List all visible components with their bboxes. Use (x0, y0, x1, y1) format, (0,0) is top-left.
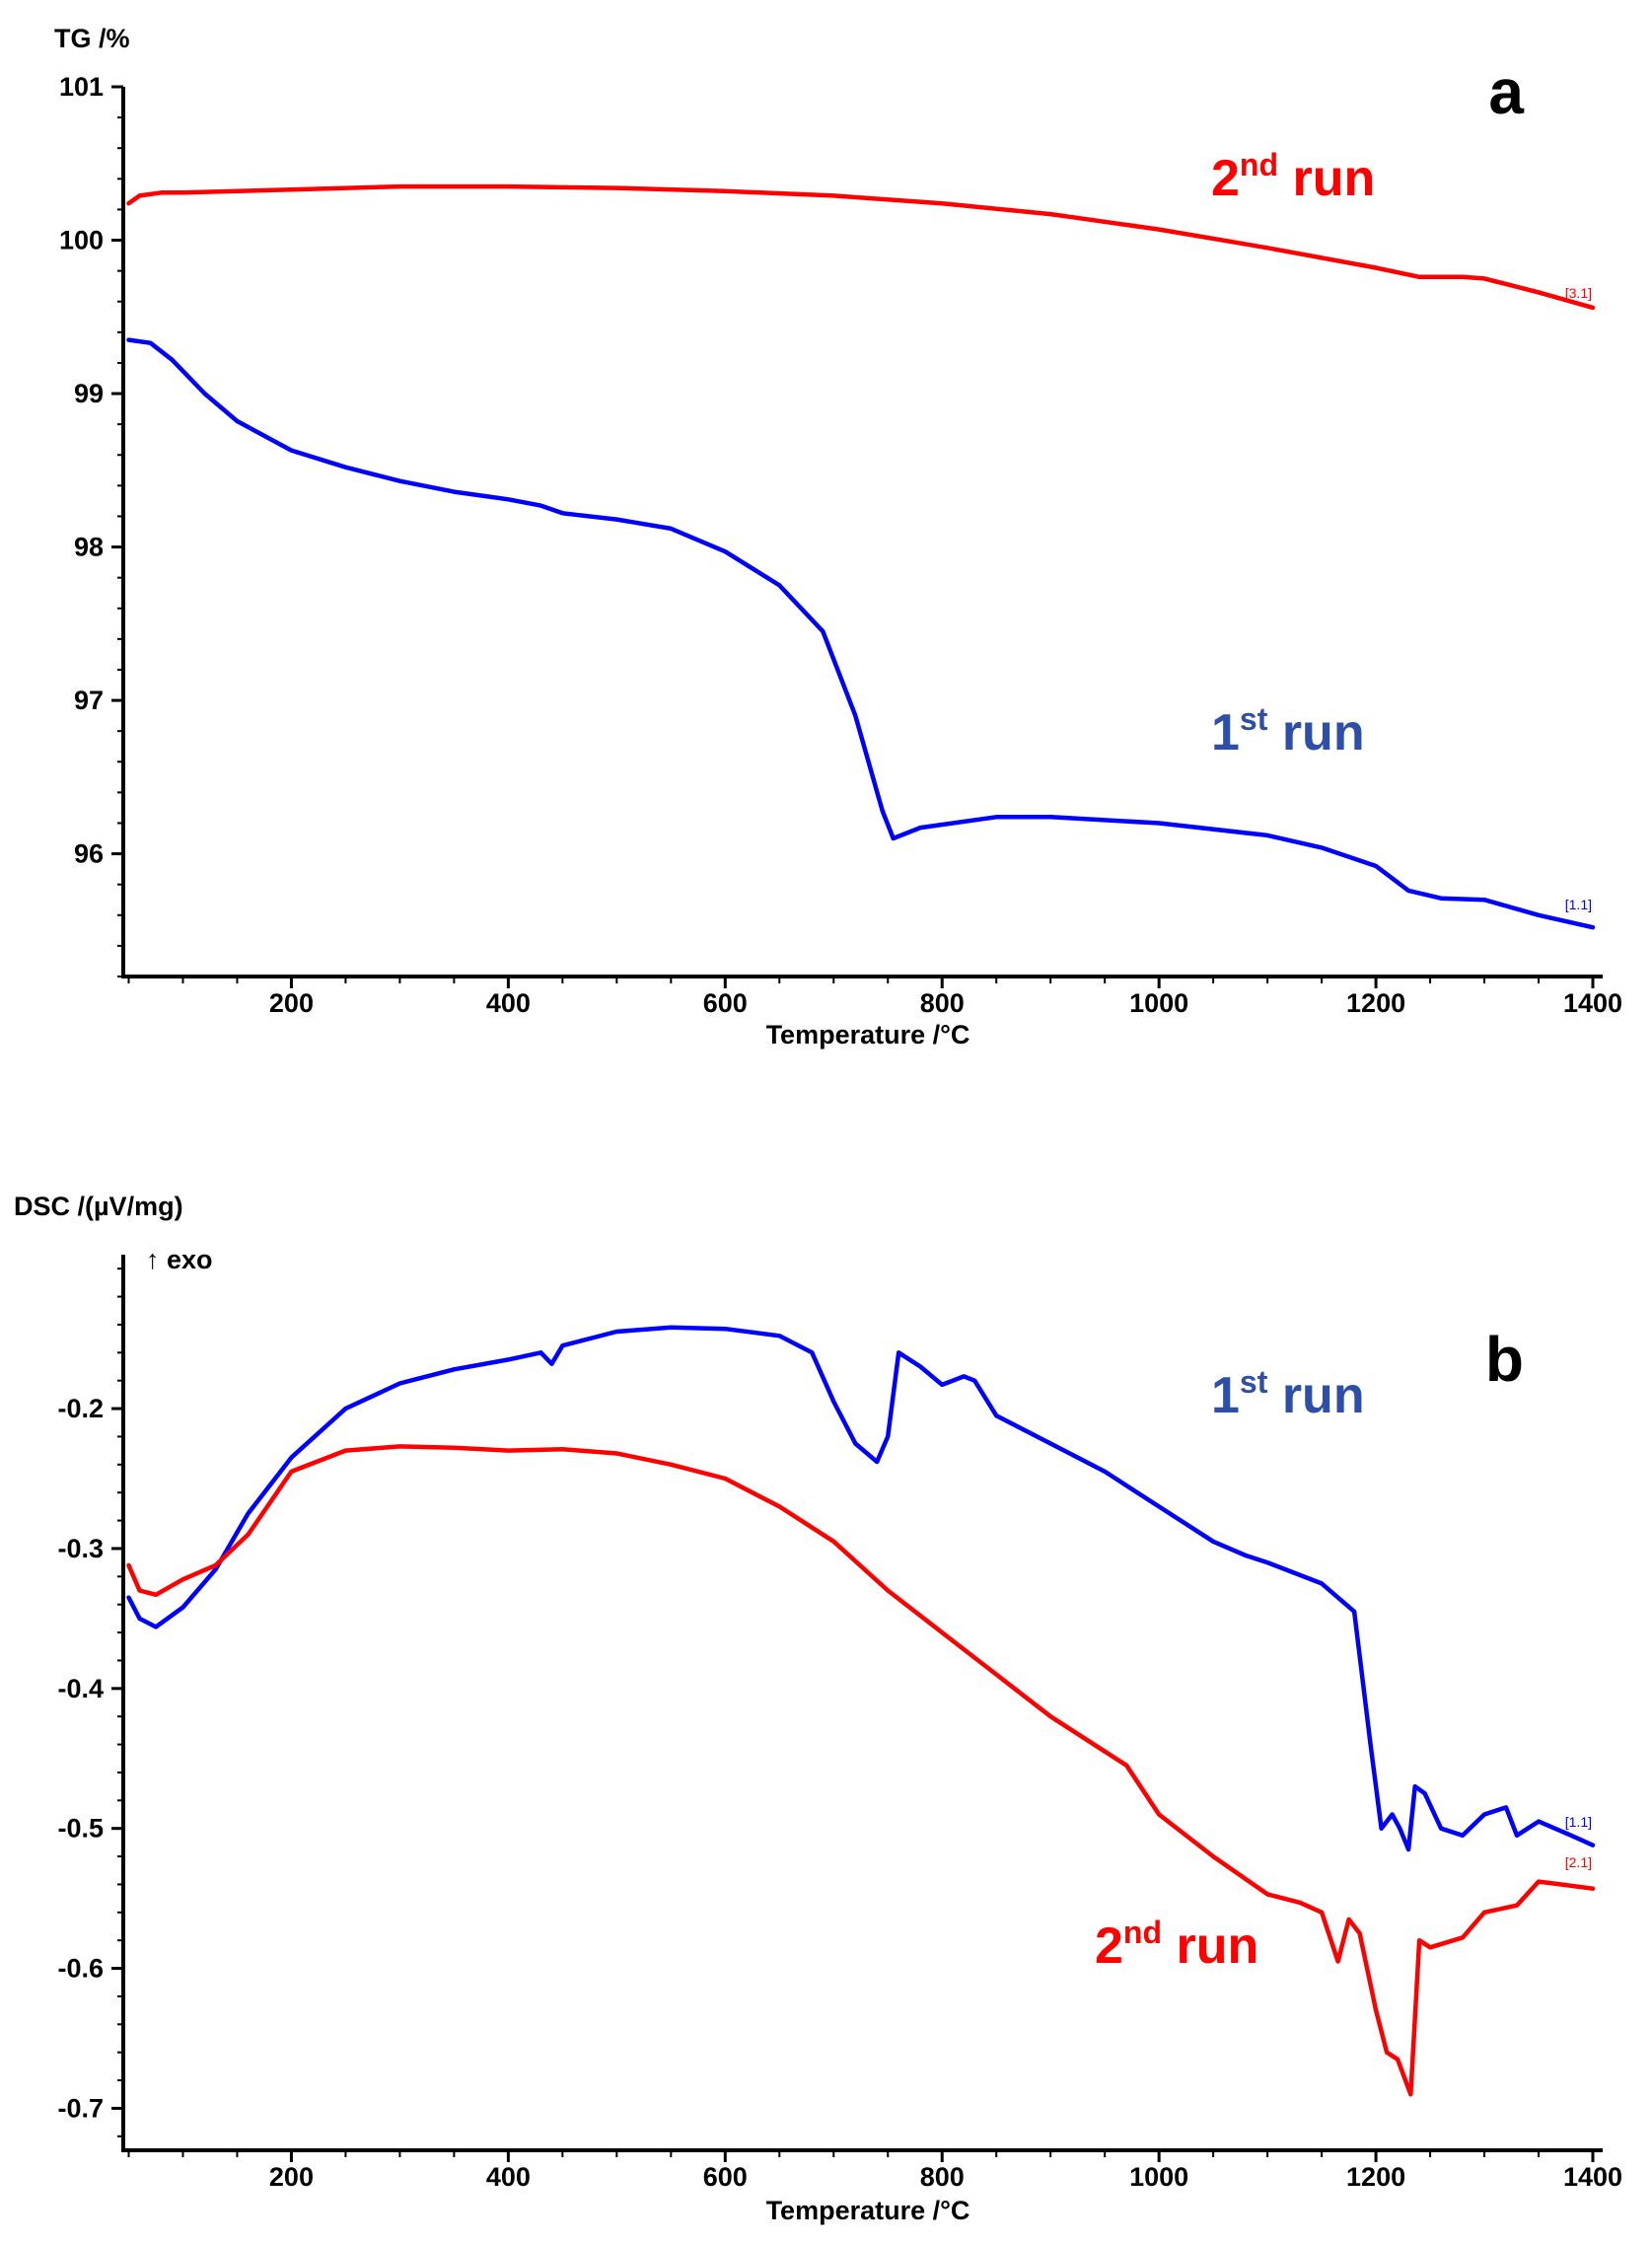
y-tick-label: 97 (74, 686, 104, 715)
run-label-rest: run (1278, 150, 1375, 207)
run-label-1st: 1st run (1211, 1364, 1365, 1424)
run-label-2nd: 2nd run (1095, 1915, 1258, 1975)
axis-ticks: 200 400 600 800 1000 1200 1400 96 97 98 99 100 101 (59, 72, 1622, 1018)
y-tick-label: 96 (74, 839, 104, 869)
run-label-main: 2 (1095, 1918, 1123, 1975)
x-tick-label: 400 (486, 2162, 531, 2192)
x-tick-label: 800 (920, 2162, 965, 2192)
x-tick-label: 1000 (1129, 2162, 1188, 2192)
series-line-2nd-run (126, 183, 1596, 311)
run-label-2nd: 2nd run (1211, 147, 1375, 207)
y-tick-label: -0.5 (57, 1814, 104, 1844)
series-line-1st-run (126, 1325, 1596, 1852)
x-tick-label: 1000 (1129, 988, 1188, 1018)
y-tick-label: -0.3 (57, 1534, 104, 1563)
run-label-sup: nd (1123, 1915, 1162, 1950)
run-label-rest: run (1267, 1367, 1364, 1424)
run-label-1st: 1st run (1211, 701, 1365, 761)
exo-annotation: ↑ exo (146, 1245, 213, 1274)
series-line-1st-run (126, 337, 1596, 930)
series-tag: [1.1] (1565, 1814, 1592, 1830)
series-line-2nd-run (126, 1444, 1596, 2097)
x-tick-label: 600 (703, 988, 748, 1018)
x-tick-label: 800 (920, 988, 965, 1018)
y-tick-label: -0.6 (57, 1954, 104, 1984)
x-axis-title: Temperature /°C (766, 2196, 970, 2225)
series-group (126, 183, 1596, 930)
run-label-rest: run (1162, 1918, 1258, 1975)
y-tick-label: -0.4 (57, 1674, 104, 1703)
run-label-main: 1 (1211, 1367, 1240, 1424)
tg-panel: TG /% a 200 400 600 800 1000 1200 1400 96 97 98 99… (54, 24, 1622, 1050)
run-label-rest: run (1267, 704, 1364, 761)
y-tick-label: 98 (74, 533, 104, 562)
run-label-main: 1 (1211, 704, 1240, 761)
series-group (126, 1325, 1596, 2097)
x-tick-label: 200 (269, 988, 314, 1018)
axis-ticks: 200 400 600 800 1000 1200 1400 -0.2 -0.3 -0.4 -0.5… (57, 1267, 1622, 2192)
x-tick-label: 1400 (1563, 988, 1622, 1018)
series-tag: [1.1] (1565, 897, 1592, 912)
x-tick-label: 400 (486, 988, 531, 1018)
run-label-sup: nd (1240, 147, 1278, 182)
series-tag: [3.1] (1565, 285, 1592, 301)
y-tick-label: 99 (74, 379, 104, 408)
y-tick-label: -0.2 (57, 1394, 104, 1423)
series-tag: [2.1] (1565, 1854, 1592, 1870)
x-tick-label: 600 (703, 2162, 748, 2192)
dsc-panel: DSC /(µV/mg) ↑ exo b 200 400 600 800 1000 120… (14, 1192, 1622, 2225)
y-tick-label: 101 (59, 72, 104, 102)
x-tick-label: 1200 (1346, 988, 1405, 1018)
y-tick-label: 100 (59, 226, 104, 255)
x-tick-label: 200 (269, 2162, 314, 2192)
x-axis-title: Temperature /°C (766, 1020, 970, 1050)
panel-letter: b (1485, 1324, 1524, 1395)
y-axis-title: DSC /(µV/mg) (14, 1192, 183, 1221)
x-tick-label: 1400 (1563, 2162, 1622, 2192)
y-axis-title: TG /% (54, 24, 130, 53)
run-label-main: 2 (1211, 150, 1240, 207)
y-tick-label: -0.7 (57, 2093, 104, 2123)
x-tick-label: 1200 (1346, 2162, 1405, 2192)
run-label-sup: st (1240, 1364, 1268, 1400)
panel-letter: a (1488, 56, 1524, 127)
run-label-sup: st (1240, 701, 1268, 737)
